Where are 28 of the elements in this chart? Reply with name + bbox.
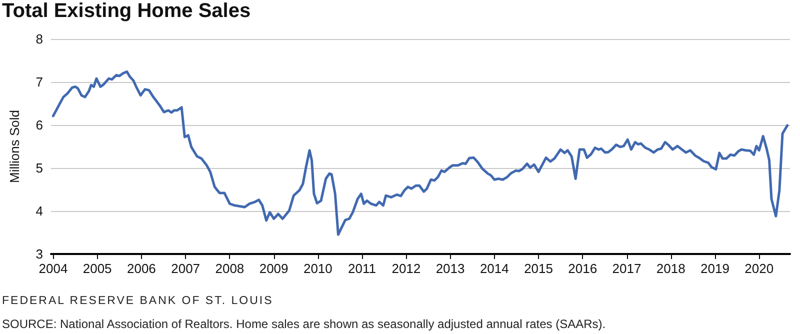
x-tick-label: 2004 [38,261,68,276]
x-tick-label: 2014 [480,261,509,276]
x-tick-label: 2017 [612,261,642,276]
y-tick-label: 3 [36,246,43,262]
chart-title: Total Existing Home Sales [2,0,251,23]
x-tick-label: 2008 [215,261,244,276]
y-tick-label: 5 [36,160,43,176]
y-tick-label: 6 [36,118,43,132]
x-tick-label: 2015 [524,261,553,276]
y-tick-label: 4 [36,204,43,218]
x-tick-label: 2006 [126,261,156,276]
x-tick-label: 2016 [568,261,598,276]
x-tick-label: 2005 [82,261,112,276]
x-tick-label: 2020 [744,261,774,276]
line-series [52,70,789,236]
x-tick-label: 2018 [656,261,686,276]
x-tick-label: 2010 [303,261,332,276]
source-note: SOURCE: National Association of Realtors. Home sales are shown as seasonally adjusted annual rates (SAARs). [2,317,606,331]
x-tick-label: 2012 [392,261,421,276]
x-tick-label: 2007 [171,261,200,276]
x-tick-label: 2019 [700,261,730,276]
y-axis-title: Millions Sold [7,110,22,183]
text: FEDERAL RESERVE BANK OF ST. LOUIS [2,295,274,307]
y-tick-label: 7 [36,74,43,90]
x-tick-label: 2009 [259,261,288,276]
x-tick-label: 2013 [436,261,465,276]
y-tick-label: 8 [36,32,43,46]
x-tick-label: 2011 [348,261,376,276]
